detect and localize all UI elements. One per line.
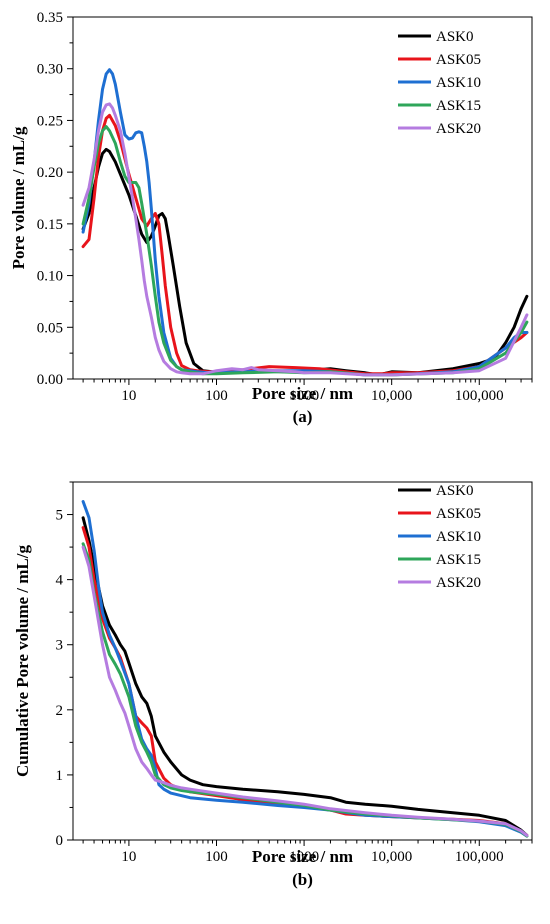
x-axis-title-a: Pore size / nm: [252, 384, 353, 403]
y-tick-label: 0: [56, 833, 64, 849]
legend-b: ASK0 ASK05 ASK10 ASK15 ASK20: [398, 483, 481, 591]
legend-label-ask05: ASK05: [436, 52, 481, 68]
y-tick-label: 0.05: [37, 320, 63, 336]
x-tick-label: 10,000: [371, 388, 412, 404]
y-tick-label: 0.00: [37, 372, 63, 388]
y-tick-label: 0.25: [37, 113, 63, 129]
y-axis-title-a: Pore volume / mL/g: [9, 126, 28, 269]
legend-label-ask20: ASK20: [436, 575, 481, 591]
y-tick-label: 0.15: [37, 217, 63, 233]
x-axis-title-b: Pore size / nm: [252, 847, 353, 866]
panel-caption-a: (a): [293, 407, 313, 426]
y-tick-label: 0.30: [37, 62, 63, 78]
series-line-ask05: [81, 526, 529, 837]
x-tick-label: 10: [121, 388, 136, 404]
x-tick-label: 10,000: [371, 849, 412, 865]
chart-panel-a: 10 100 1000 10,000 100,000 0.00 0.05 0.10 0.15 0.…: [9, 10, 533, 426]
legend-label-ask0: ASK0: [436, 483, 474, 499]
y-tick-label: 4: [56, 573, 64, 589]
legend-label-ask15: ASK15: [436, 98, 481, 114]
x-tick-label: 100: [205, 388, 228, 404]
series-group-b: [81, 500, 529, 838]
x-tick-label: 100: [205, 849, 228, 865]
legend-label-ask15: ASK15: [436, 552, 481, 568]
legend-label-ask05: ASK05: [436, 506, 481, 522]
legend-label-ask10: ASK10: [436, 529, 481, 545]
series-line-ask15: [81, 125, 529, 377]
series-group-a: [81, 68, 529, 377]
x-tick-label: 1000: [289, 388, 319, 404]
y-axis-title-b: Cumulative Pore volume / mL/g: [13, 545, 32, 777]
y-tick-label: 5: [56, 508, 64, 524]
series-line-ask0: [81, 516, 529, 837]
x-tick-label: 100,000: [455, 849, 504, 865]
legend-label-ask0: ASK0: [436, 29, 474, 45]
x-tick-label: 100,000: [455, 388, 504, 404]
series-line-ask20: [81, 545, 529, 837]
x-tick-label: 10: [121, 849, 136, 865]
axes-a: 10 100 1000 10,000 100,000 0.00 0.05 0.10 0.15 0.…: [37, 10, 533, 404]
plot-area-b: [72, 481, 533, 841]
y-tick-label: 0.20: [37, 165, 63, 181]
panel-caption-b: (b): [292, 870, 313, 889]
y-tick-label: 0.35: [37, 10, 63, 26]
legend-label-ask10: ASK10: [436, 75, 481, 91]
x-tick-label: 1000: [289, 849, 319, 865]
y-tick-label: 3: [56, 638, 64, 654]
y-tick-label: 0.10: [37, 269, 63, 285]
axes-b: 10 100 1000 10,000 100,000 0 1 2 3 4 5: [56, 481, 533, 865]
y-tick-label: 1: [56, 768, 64, 784]
series-line-ask20: [81, 102, 529, 377]
y-tick-label: 2: [56, 703, 64, 719]
legend-a: ASK0 ASK05 ASK10 ASK15 ASK20: [398, 29, 481, 137]
legend-label-ask20: ASK20: [436, 121, 481, 137]
series-line-ask05: [81, 113, 529, 376]
